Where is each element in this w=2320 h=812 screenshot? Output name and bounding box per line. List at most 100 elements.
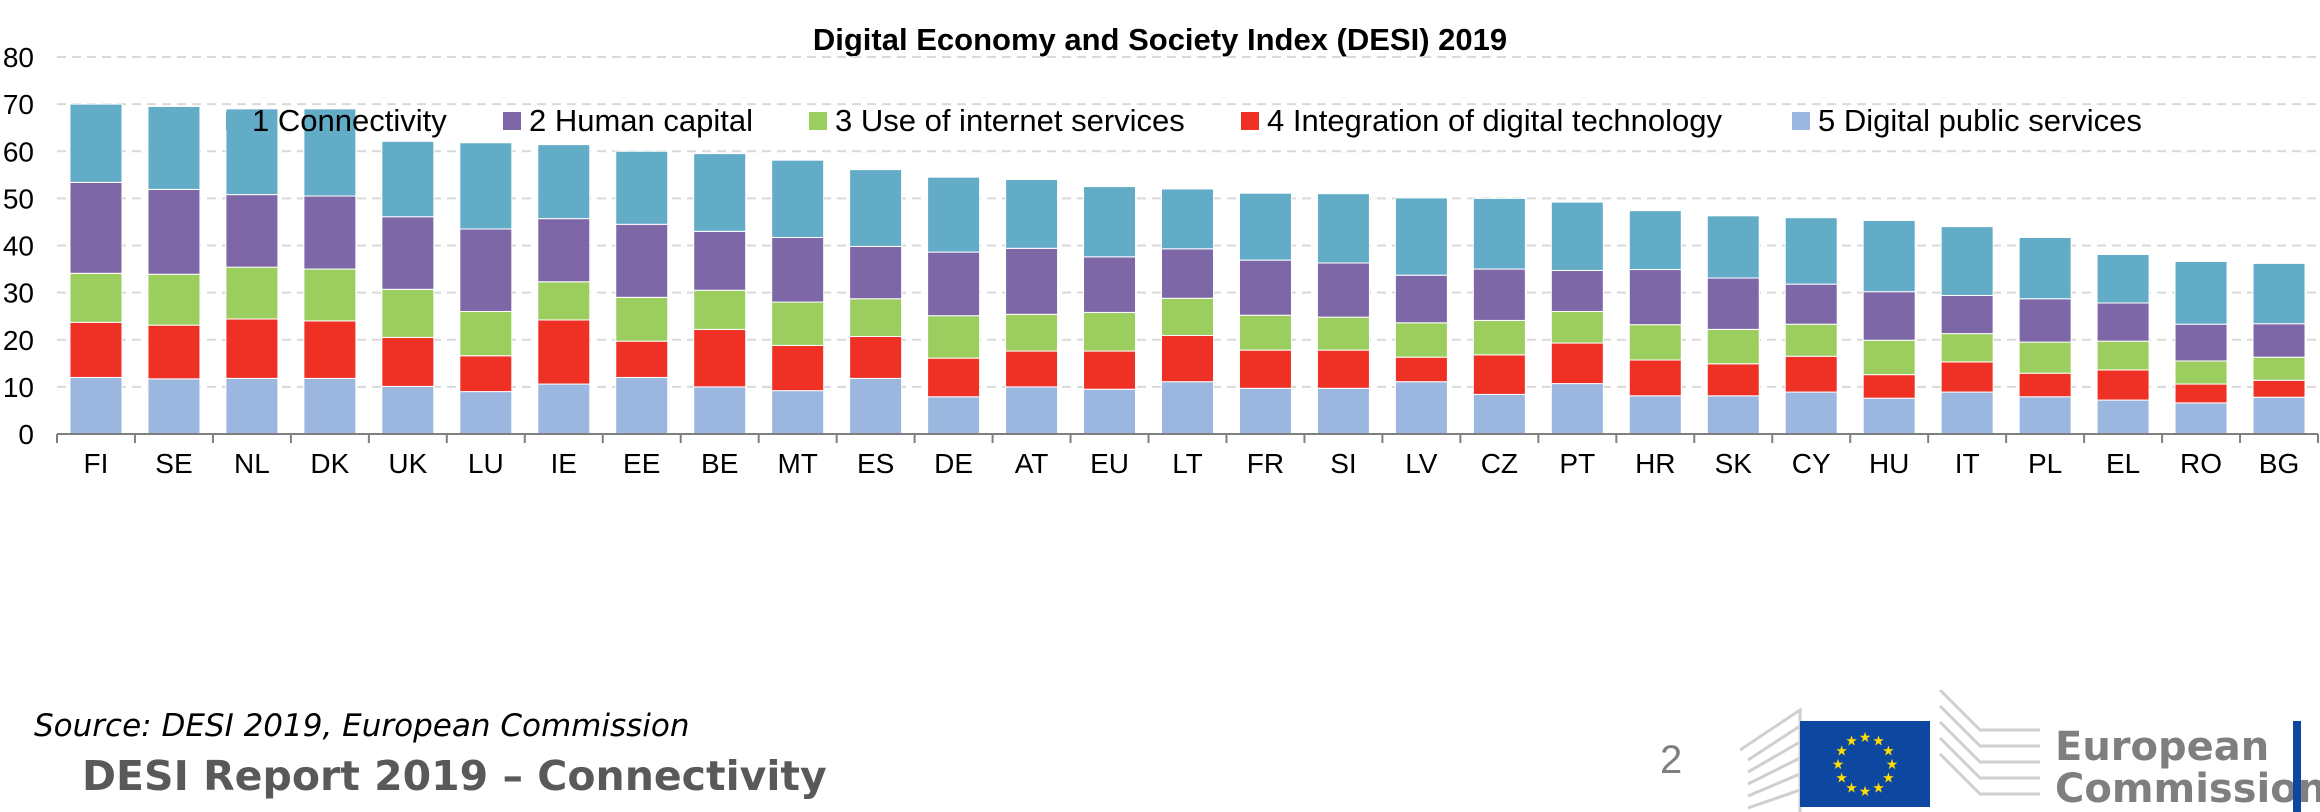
bar-segment [537,383,591,435]
bar-segment [459,142,513,230]
bar-segment [615,296,669,342]
bar-segment [1083,350,1137,390]
bar-segment [1005,313,1059,352]
bar-segment [771,236,825,303]
bar-segment [303,108,357,197]
x-tick-label: PT [1559,448,1595,479]
bar-segment [1862,339,1916,376]
bar-segment [1550,383,1604,435]
bar-segment [1940,391,1994,435]
flag-star-icon: ★ [1835,771,1848,787]
bar-segment [2174,402,2228,435]
flag-star-icon: ★ [1845,780,1858,796]
bar-segment [1862,374,1916,399]
legend-swatch [809,112,827,130]
x-tick-label: EE [623,448,660,479]
legend: 1 Connectivity 2 Human capital 3 Use of in… [226,103,2142,138]
bar-segment [1083,311,1137,352]
flag-star-icon: ★ [1845,734,1858,750]
report-title: DESI Report 2019 – Connectivity [82,752,827,800]
bar-segment [1394,381,1448,435]
x-tick-label: NL [234,448,270,479]
x-tick-label: FI [84,448,109,479]
logo-line-1: European [2055,724,2270,770]
bar-segment [69,376,123,435]
flag-star-icon: ★ [1882,744,1895,760]
bar-segment [849,298,903,337]
bar-segment [1083,388,1137,435]
x-axis: FI SE NL DK UK LU IE EE BE MT ES DE AT EU LT FR SI LV CZ PT… [56,433,2319,479]
bar-segment [927,315,981,359]
bar-segment [1472,197,1526,270]
bar-segment [1005,350,1059,388]
bar-segment [1940,333,1994,363]
bar-segment [303,377,357,435]
bar-segment [771,344,825,392]
y-tick-label: 60 [3,136,34,167]
bar-segment [1472,393,1526,435]
bar-segment [69,272,123,323]
bar-segment [1628,210,1682,271]
bar-segment [1083,186,1137,258]
bar-segment [69,181,123,274]
x-tick-label: UK [388,448,427,479]
bar-segment [1706,328,1760,365]
flag-star-icon: ★ [1872,780,1885,796]
bar-segment [381,336,435,387]
legend-label: 5 Digital public services [1818,103,2142,138]
x-tick-label: LU [468,448,504,479]
bar-segment [225,318,279,379]
bar-segment [1706,395,1760,435]
eu-flag-icon: ★ ★ ★ ★ ★ ★ ★ ★ ★ ★ ★ ★ [1800,721,1930,807]
flag-star-icon: ★ [1835,744,1848,760]
x-tick-label: DE [934,448,973,479]
bar-segment [1628,395,1682,435]
bar-segment [1784,355,1838,393]
legend-swatch [1792,112,1810,130]
bar-segment [1238,192,1292,261]
bar-segment [147,378,201,435]
bar-segment [537,281,591,321]
flag-star-icon: ★ [1832,757,1845,773]
bar-segment [849,245,903,300]
bar-segment [2174,261,2228,325]
bar-segment [459,355,513,393]
bar-segment [1238,349,1292,389]
x-tick-label: IT [1955,448,1980,479]
bar-segment [1550,269,1604,312]
bar-segment [615,150,669,225]
x-tick-label: SE [155,448,192,479]
bar-segment [2174,383,2228,404]
bar-segment [1862,291,1916,341]
bar-segment [1784,323,1838,357]
flag-star-icon: ★ [1859,784,1872,800]
bar-segment [2252,379,2306,398]
bar-segment [1472,354,1526,395]
bar-segment [2018,372,2072,398]
bar-segment [849,335,903,379]
bar-segment [1083,256,1137,313]
x-tick-label: RO [2180,448,2222,479]
european-commission-logo: European Commission [2055,726,2320,810]
bar-segment [225,377,279,435]
x-tick-label: MT [777,448,817,479]
bar-segment [2096,399,2150,435]
bar-segment [1940,294,1994,335]
bar-segment [693,289,747,330]
bar-segment [771,301,825,346]
x-tick-label: IE [551,448,577,479]
legend-label: 2 Human capital [529,103,753,138]
x-tick-label: BE [701,448,738,479]
bar-segment [1238,314,1292,351]
bar-segment [225,194,279,268]
bar-segment [1238,387,1292,435]
bar-segment [1316,262,1370,318]
bar-segment [2252,356,2306,381]
x-tick-label: CZ [1481,448,1518,479]
y-axis: 0 10 20 30 40 50 60 70 80 [3,42,34,450]
bar-segment [1316,349,1370,389]
logo-line-2: Commission [2055,766,2320,812]
bar-segment [693,328,747,388]
bar-segment [1940,226,1994,296]
y-tick-label: 40 [3,231,34,262]
